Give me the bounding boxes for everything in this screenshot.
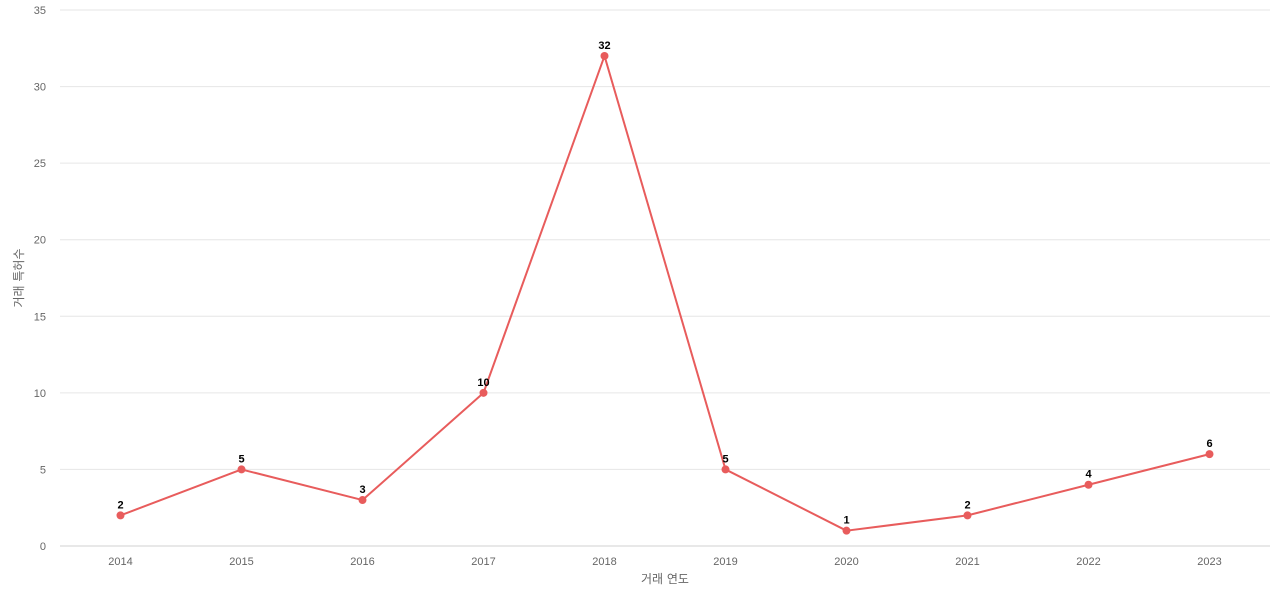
grid-layer: [60, 9, 1270, 547]
y-tick-label: 5: [40, 464, 46, 476]
data-label: 10: [477, 377, 489, 389]
data-label: 1: [843, 515, 849, 527]
data-point[interactable]: [963, 511, 972, 520]
x-tick-label: 2018: [592, 556, 616, 568]
x-tick-label: 2015: [229, 556, 253, 568]
y-axis-ticks: 0 5 10 15 20 25 30 35: [34, 5, 46, 553]
y-tick-label: 0: [40, 541, 46, 553]
y-tick-label: 25: [34, 158, 46, 170]
x-tick-label: 2019: [713, 556, 737, 568]
series-layer: [116, 51, 1214, 535]
data-point[interactable]: [358, 496, 367, 505]
x-axis-title: 거래 연도: [641, 572, 689, 586]
y-tick-label: 20: [34, 235, 46, 247]
y-tick-label: 35: [34, 5, 46, 17]
x-tick-label: 2022: [1076, 556, 1100, 568]
x-tick-label: 2021: [955, 556, 979, 568]
data-label: 6: [1206, 438, 1212, 450]
series-line: [120, 54, 1210, 532]
x-tick-label: 2016: [350, 556, 374, 568]
data-point[interactable]: [1084, 480, 1093, 489]
data-label: 2: [117, 499, 123, 511]
x-tick-label: 2014: [108, 556, 132, 568]
data-label: 32: [598, 40, 610, 52]
data-point[interactable]: [1205, 450, 1214, 459]
y-tick-label: 30: [34, 82, 46, 94]
x-axis-ticks: 2014 2015 2016 2017 2018 2019 2020 2021 2022 2023: [108, 556, 1221, 568]
x-tick-label: 2020: [834, 556, 858, 568]
x-tick-label: 2017: [471, 556, 495, 568]
y-tick-label: 15: [34, 311, 46, 323]
data-label: 4: [1085, 469, 1092, 481]
data-label: 5: [722, 453, 728, 465]
data-label: 5: [238, 453, 244, 465]
data-point[interactable]: [600, 51, 609, 60]
y-axis-title: 거래 특허수: [12, 248, 26, 307]
data-point[interactable]: [721, 465, 730, 474]
y-tick-label: 10: [34, 388, 46, 400]
data-point[interactable]: [116, 511, 125, 520]
data-point[interactable]: [479, 388, 488, 397]
data-point[interactable]: [842, 526, 851, 535]
data-label: 3: [359, 484, 365, 496]
data-label: 2: [964, 499, 970, 511]
data-point[interactable]: [237, 465, 246, 474]
data-labels: 2 5 3 10 32 5 1 2 4 6: [117, 40, 1212, 527]
x-tick-label: 2023: [1197, 556, 1221, 568]
